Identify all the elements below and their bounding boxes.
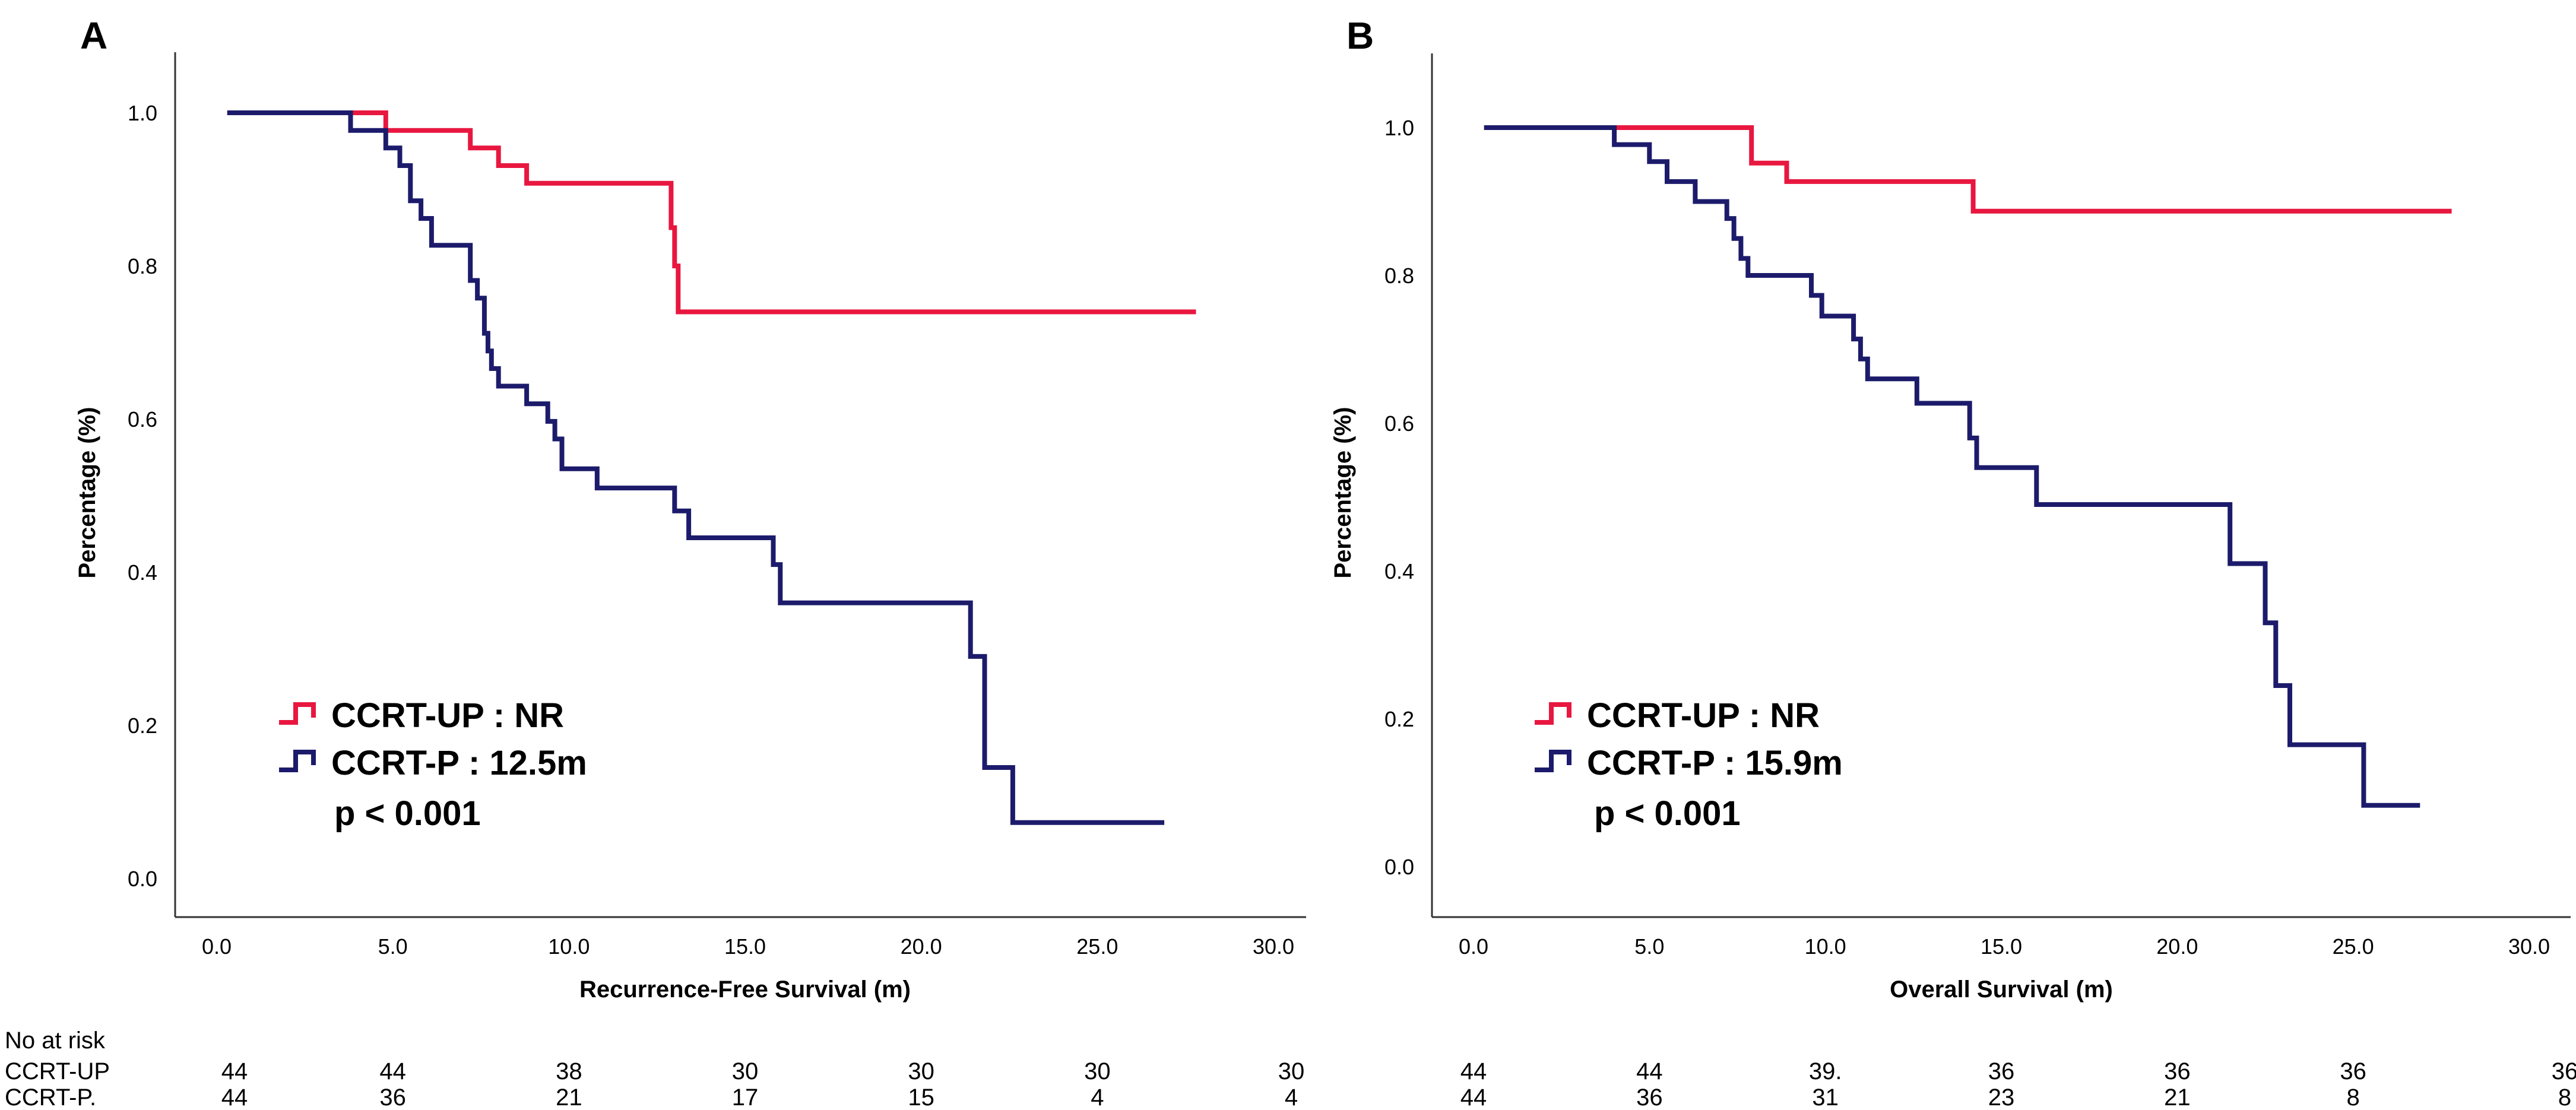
x-axis-title: Overall Survival (m) bbox=[1890, 976, 2113, 1003]
risk-cell: 36 bbox=[1636, 1084, 1663, 1110]
panel-letter: B bbox=[1346, 14, 1374, 57]
risk-cell: 4 bbox=[1091, 1084, 1104, 1110]
km-panel-b: B 0.0 0.2 0.4 0.6 0.8 1.0 0.0 5.0 10.0 15.0 20.0 25.… bbox=[1330, 14, 2571, 1003]
risk-cell: 39. bbox=[1809, 1058, 1842, 1084]
risk-cell: 30 bbox=[1084, 1058, 1111, 1084]
y-tick-label: 0.4 bbox=[1384, 559, 1414, 583]
x-tick-label: 25.0 bbox=[1076, 934, 1118, 959]
y-tick-label: 0.8 bbox=[1384, 264, 1414, 288]
risk-cell: 31 bbox=[1812, 1084, 1839, 1110]
risk-cell: 44 bbox=[1636, 1058, 1663, 1084]
y-tick-label: 0.2 bbox=[128, 713, 157, 738]
legend-entry: CCRT-P : 12.5m bbox=[331, 744, 587, 782]
x-tick-label: 10.0 bbox=[1805, 934, 1846, 959]
legend-swatch bbox=[1535, 702, 1571, 725]
y-tick-label: 1.0 bbox=[128, 101, 157, 125]
risk-cell: 23 bbox=[1988, 1084, 2015, 1110]
x-tick-label: 25.0 bbox=[2333, 934, 2374, 959]
risk-table-header: No at risk bbox=[5, 1027, 106, 1054]
risk-cell: 44 bbox=[379, 1058, 406, 1084]
y-tick-label: 0.8 bbox=[128, 254, 157, 278]
risk-cell: 21 bbox=[2164, 1084, 2191, 1110]
p-value-label: p < 0.001 bbox=[334, 794, 481, 833]
y-tick-label: 0.0 bbox=[1384, 855, 1414, 879]
risk-cell: 17 bbox=[732, 1084, 759, 1110]
x-tick-label: 20.0 bbox=[901, 934, 942, 959]
y-tick-label: 0.6 bbox=[1384, 411, 1414, 436]
risk-cell: 44 bbox=[1460, 1058, 1487, 1084]
risk-cell: 38 bbox=[556, 1058, 582, 1084]
x-tick-label: 30.0 bbox=[1253, 934, 1294, 959]
y-tick-label: 1.0 bbox=[1384, 116, 1414, 140]
risk-cell: 15 bbox=[908, 1084, 934, 1110]
x-tick-label: 5.0 bbox=[1634, 934, 1664, 959]
legend-swatch bbox=[1535, 750, 1571, 772]
series-line-ccrt-up bbox=[1484, 125, 2452, 214]
series-line-ccrt-up bbox=[227, 110, 1196, 315]
risk-row-label: CCRT-UP bbox=[5, 1058, 110, 1084]
y-tick-label: 0.6 bbox=[128, 407, 157, 432]
risk-cell: 30 bbox=[908, 1058, 934, 1084]
x-axis-title: Recurrence-Free Survival (m) bbox=[579, 976, 911, 1003]
risk-cell: 8 bbox=[2347, 1084, 2360, 1110]
legend-swatch bbox=[279, 702, 316, 725]
y-tick-label: 0.2 bbox=[1384, 707, 1414, 731]
risk-cell: 44 bbox=[221, 1058, 248, 1084]
x-tick-label: 0.0 bbox=[202, 934, 232, 959]
y-tick-label: 0.0 bbox=[128, 867, 157, 891]
panel-letter: A bbox=[80, 14, 107, 57]
km-panel-a: A 0.0 0.2 0.4 0.6 0.8 1.0 0.0 5.0 10.0 15.0 20.0 25.… bbox=[74, 14, 1306, 1003]
y-axis-title: Percentage (%) bbox=[1330, 407, 1356, 579]
risk-cell: 8 bbox=[2558, 1084, 2571, 1110]
x-tick-label: 15.0 bbox=[1981, 934, 2022, 959]
risk-cell: 44 bbox=[221, 1084, 248, 1110]
risk-cell: 36 bbox=[2552, 1058, 2576, 1084]
risk-cell: 4 bbox=[1285, 1084, 1298, 1110]
y-axis-title: Percentage (%) bbox=[74, 407, 100, 579]
risk-cell: 36 bbox=[2340, 1058, 2366, 1084]
risk-row-label: CCRT-P. bbox=[5, 1084, 96, 1110]
risk-cell: 21 bbox=[556, 1084, 582, 1110]
risk-cell: 30 bbox=[1278, 1058, 1305, 1084]
risk-cell: 36 bbox=[379, 1084, 406, 1110]
y-tick-label: 0.4 bbox=[128, 560, 157, 585]
x-tick-label: 15.0 bbox=[724, 934, 766, 959]
p-value-label: p < 0.001 bbox=[1594, 794, 1741, 833]
legend-entry: CCRT-UP : NR bbox=[1587, 696, 1820, 735]
risk-cell: 36 bbox=[1988, 1058, 2015, 1084]
series-line-ccrt-p bbox=[227, 110, 1165, 825]
x-tick-label: 5.0 bbox=[378, 934, 408, 959]
series-line-ccrt-p bbox=[1484, 125, 2420, 808]
x-tick-label: 20.0 bbox=[2156, 934, 2198, 959]
risk-cell: 30 bbox=[732, 1058, 759, 1084]
risk-cell: 36 bbox=[2164, 1058, 2191, 1084]
legend-entry: CCRT-UP : NR bbox=[331, 696, 564, 735]
x-tick-label: 0.0 bbox=[1459, 934, 1488, 959]
x-tick-label: 30.0 bbox=[2508, 934, 2550, 959]
legend-swatch bbox=[279, 750, 316, 772]
legend-entry: CCRT-P : 15.9m bbox=[1587, 744, 1843, 782]
risk-cell: 44 bbox=[1460, 1084, 1487, 1110]
x-tick-label: 10.0 bbox=[548, 934, 590, 959]
